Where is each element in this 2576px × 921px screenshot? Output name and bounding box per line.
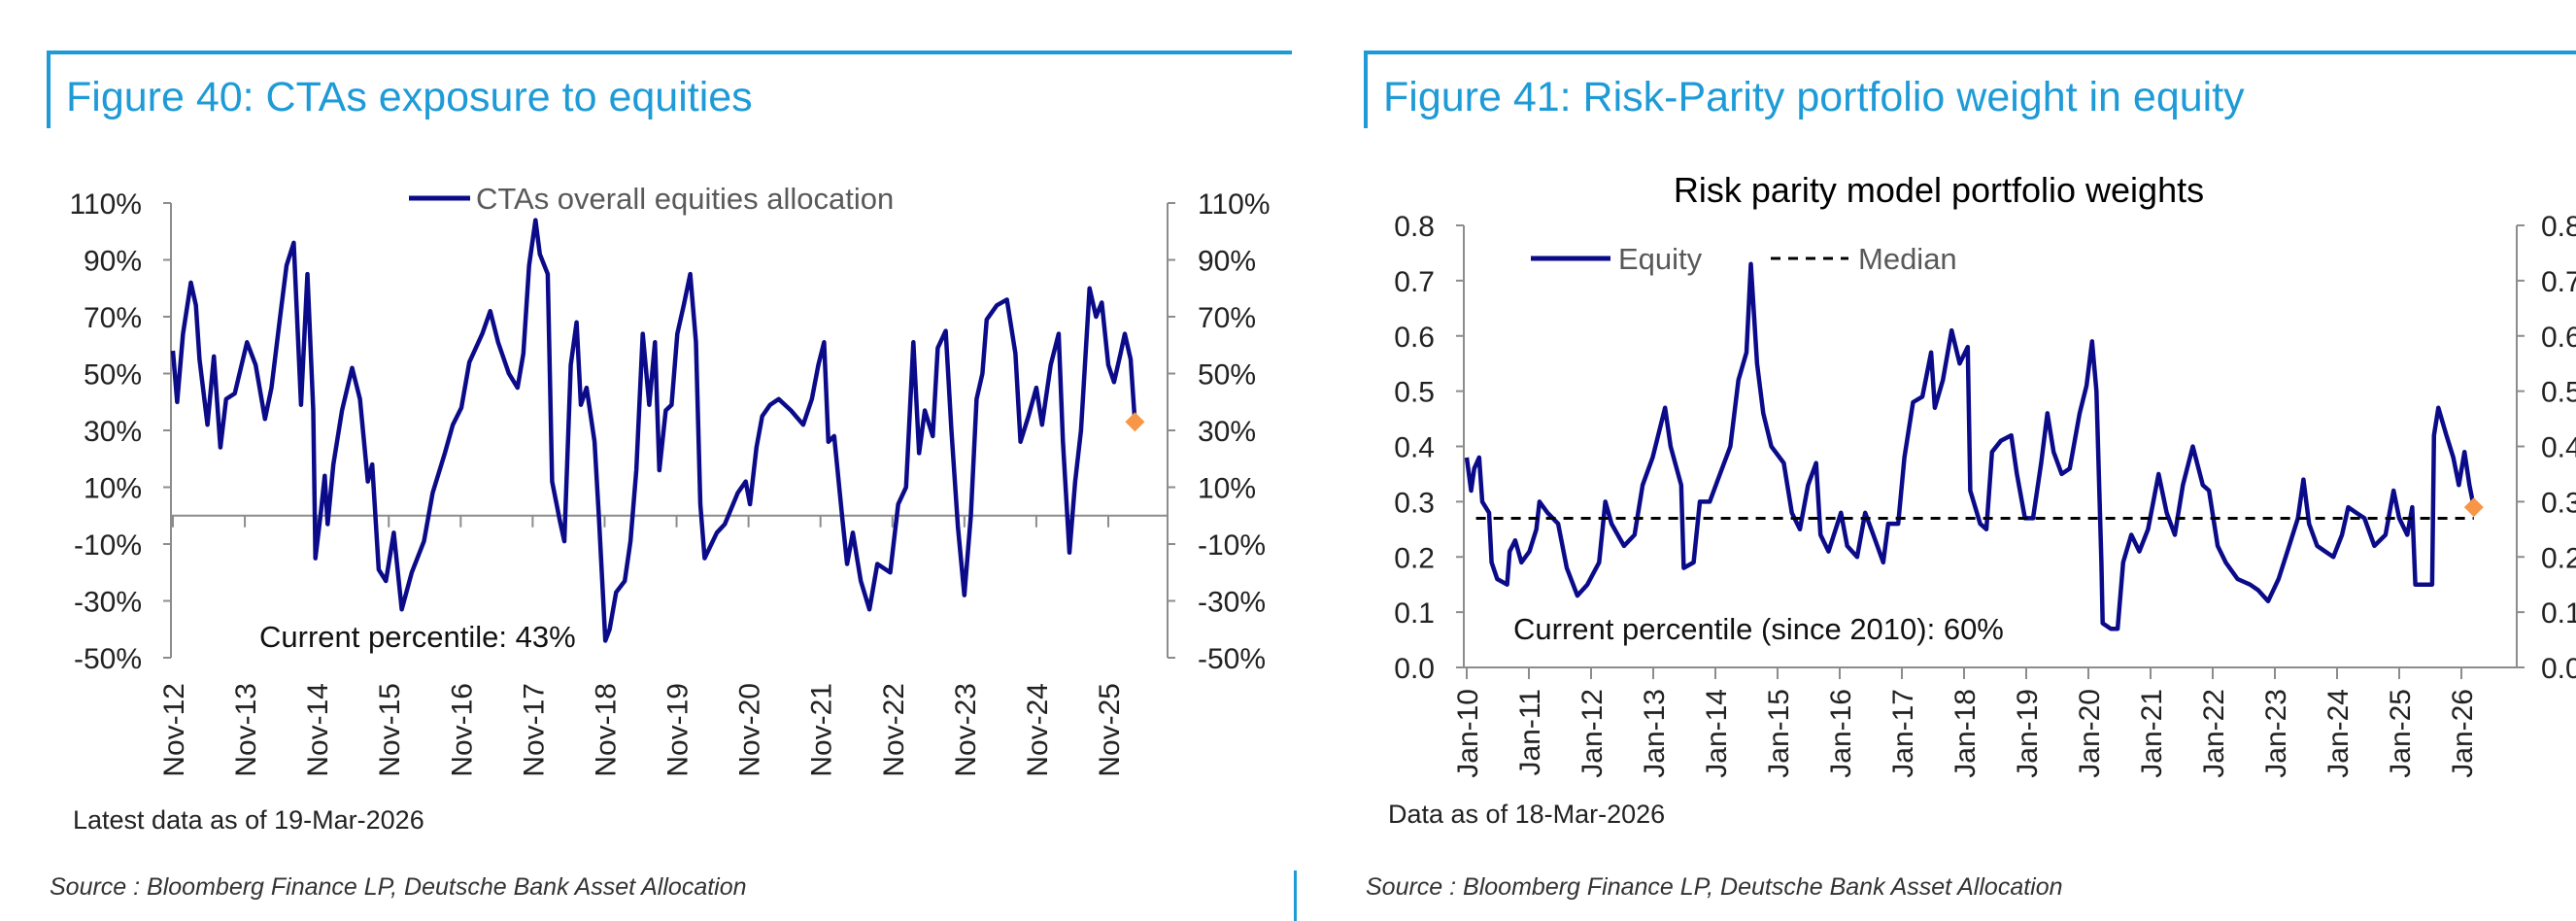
y-tick-label-left: 0.6 (1394, 322, 1435, 354)
x-tick-label: Nov-18 (590, 683, 622, 777)
x-tick-label: Jan-20 (2074, 689, 2106, 778)
x-tick-label: Nov-20 (734, 683, 766, 777)
x-tick-label: Jan-15 (1763, 689, 1795, 778)
y-tick-label-left: 110% (69, 188, 142, 221)
y-tick-label-left: 0.0 (1394, 653, 1435, 685)
y-tick-label-right: 110% (1198, 188, 1271, 221)
y-tick-label-right: 0.6 (2541, 322, 2576, 354)
y-tick-label-left: 50% (84, 359, 142, 392)
source-note-risk-parity: Source : Bloomberg Finance LP, Deutsche … (1366, 873, 2063, 901)
y-tick-label-right: 30% (1198, 416, 1256, 448)
risk-parity-plot: 0.8 0.8 0.7 0.7 0.6 0.6 0.5 0.5 0.4 0.4 0.3 0.3 0.2 0… (1394, 211, 2576, 778)
y-tick-label-right: 0.8 (2541, 211, 2576, 243)
x-tick-label: Jan-12 (1576, 689, 1609, 778)
source-note-cta: Source : Bloomberg Finance LP, Deutsche … (50, 873, 747, 901)
y-tick-label-right: 0.3 (2541, 487, 2576, 519)
y-tick-label-right: 50% (1198, 359, 1256, 392)
x-tick-label: Jan-17 (1887, 689, 1919, 778)
figure-40-header-bar (47, 51, 51, 128)
figure-41-header-bar (1364, 51, 1368, 128)
x-tick-label: Jan-16 (1825, 689, 1857, 778)
y-tick-label-right: 70% (1198, 302, 1256, 334)
x-tick-label: Jan-24 (2322, 689, 2355, 778)
y-tick-label-left: 0.2 (1394, 542, 1435, 574)
column-divider (1294, 870, 1297, 921)
figure-41-header-rule (1364, 51, 2576, 54)
series-line-ctas-overall-equities-allocation (170, 218, 1137, 643)
y-tick-label-left: -10% (74, 529, 142, 562)
x-tick-label: Jan-22 (2198, 689, 2230, 778)
y-tick-label-right: 10% (1198, 473, 1256, 505)
x-tick-label: Jan-23 (2260, 689, 2292, 778)
y-tick-label-left: 0.5 (1394, 377, 1435, 409)
legend-label-median: Median (1858, 242, 1957, 276)
x-tick-label: Nov-16 (446, 683, 478, 777)
chart-subtitle-risk-parity: Risk parity model portfolio weights (1674, 170, 2204, 210)
x-tick-label: Jan-19 (2012, 689, 2044, 778)
x-tick-label: Nov-24 (1022, 683, 1054, 777)
y-tick-label-left: -50% (74, 643, 142, 675)
data-date-note-risk-parity: Data as of 18-Mar-2026 (1388, 800, 1665, 829)
x-tick-label: Jan-14 (1701, 689, 1733, 778)
x-tick-label: Nov-23 (950, 683, 982, 777)
latest-value-marker (1125, 412, 1145, 432)
x-tick-label: Nov-22 (878, 683, 910, 777)
y-tick-label-right: -30% (1198, 587, 1266, 619)
x-tick-label: Nov-13 (230, 683, 262, 777)
y-tick-label-left: 0.3 (1394, 487, 1435, 519)
legend-label-equity: Equity (1618, 242, 1703, 276)
y-tick-label-left: 90% (84, 246, 142, 278)
y-tick-label-left: 0.7 (1394, 266, 1435, 298)
x-tick-label: Nov-21 (806, 683, 838, 777)
x-tick-label: Nov-12 (158, 683, 190, 777)
figure-41-title: Figure 41: Risk-Parity portfolio weight … (1383, 74, 2245, 120)
y-tick-label-left: 0.1 (1394, 597, 1435, 630)
figure-40-header-rule (47, 51, 1292, 54)
y-tick-label-left: 30% (84, 416, 142, 448)
y-tick-label-right: 0.5 (2541, 377, 2576, 409)
y-tick-label-right: 0.4 (2541, 432, 2576, 464)
x-tick-label: Nov-17 (518, 683, 550, 777)
x-tick-label: Nov-14 (302, 683, 334, 777)
y-tick-label-left: 0.4 (1394, 432, 1435, 464)
series-line-equity (1464, 261, 2477, 631)
x-tick-label: Nov-25 (1094, 683, 1126, 777)
x-tick-label: Jan-21 (2136, 689, 2168, 778)
percentile-annotation-cta: Current percentile: 43% (259, 620, 576, 654)
figure-40-title: Figure 40: CTAs exposure to equities (66, 74, 753, 120)
legend-label-cta: CTAs overall equities allocation (476, 182, 894, 216)
y-tick-label-right: 0.7 (2541, 266, 2576, 298)
y-tick-label-right: 90% (1198, 246, 1256, 278)
percentile-annotation-risk-parity: Current percentile (since 2010): 60% (1513, 612, 2004, 646)
x-tick-label: Nov-19 (662, 683, 695, 777)
x-tick-label: Jan-25 (2385, 689, 2417, 778)
x-tick-label: Jan-10 (1452, 689, 1484, 778)
latest-value-marker (2463, 497, 2484, 518)
y-tick-label-left: -30% (74, 587, 142, 619)
x-tick-label: Jan-11 (1514, 689, 1546, 776)
cta-exposure-plot: 110% 110% 90% 90% 70% 70% 50% 50% 30% 30% 10% 10% -1… (69, 188, 1270, 777)
x-tick-label: Jan-13 (1639, 689, 1671, 778)
y-tick-label-left: 10% (84, 473, 142, 505)
y-tick-label-right: 0.0 (2541, 653, 2576, 685)
x-tick-label: Jan-18 (1949, 689, 1982, 778)
y-tick-label-right: 0.1 (2541, 597, 2576, 630)
y-tick-label-right: -50% (1198, 643, 1266, 675)
y-tick-label-left: 0.8 (1394, 211, 1435, 243)
y-tick-label-right: 0.2 (2541, 542, 2576, 574)
data-date-note-cta: Latest data as of 19-Mar-2026 (73, 805, 424, 835)
x-tick-label: Jan-26 (2447, 689, 2479, 778)
y-tick-label-left: 70% (84, 302, 142, 334)
x-tick-label: Nov-15 (374, 683, 406, 777)
y-tick-label-right: -10% (1198, 529, 1266, 562)
